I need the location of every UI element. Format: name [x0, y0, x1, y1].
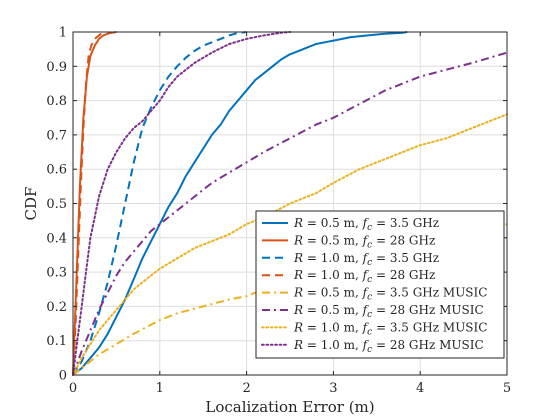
legend-box [255, 210, 505, 359]
series-line-6 [72, 51, 508, 376]
y-tick-label: 1 [59, 26, 67, 41]
axis-ticks: 0 1 2 3 4 5 0 0.1 0.2 0.3 0.4 0.5 0.6 0.7 0.8 0.9 1 [46, 26, 511, 397]
y-tick-label: 0 [59, 369, 67, 384]
legend-label-4: R = 1.0 m, fc = 28 GHz [293, 268, 435, 285]
legend-label-8: R = 1.0 m, fc = 28 GHz MUSIC [293, 338, 484, 355]
legend-label-5: R = 0.5 m, fc = 3.5 GHz MUSIC [293, 286, 487, 303]
y-tick-label: 0.4 [46, 231, 67, 246]
y-tick-label: 0.9 [46, 60, 67, 75]
legend-label-2: R = 0.5 m, fc = 28 GHz [293, 233, 435, 250]
x-tick-label: 4 [416, 381, 424, 396]
x-tick-label: 1 [156, 381, 164, 396]
y-tick-label: 0.8 [46, 94, 67, 109]
y-tick-label: 0.1 [46, 334, 67, 349]
series-line-7 [72, 113, 508, 376]
legend-label-6: R = 0.5 m, fc = 28 GHz MUSIC [293, 303, 484, 320]
y-tick-label: 0.7 [46, 128, 67, 143]
y-tick-label: 0.6 [46, 163, 67, 178]
legend-label-3: R = 1.0 m, fc = 3.5 GHz [293, 251, 439, 268]
x-tick-label: 5 [503, 381, 511, 396]
series-line-4 [72, 31, 105, 376]
y-axis-label: CDF [22, 187, 40, 221]
x-tick-label: 2 [242, 381, 250, 396]
y-tick-label: 0.5 [46, 197, 67, 212]
x-tick-label: 3 [329, 381, 337, 396]
series-line-8 [72, 31, 291, 376]
legend-label-7: R = 1.0 m, fc = 3.5 GHz MUSIC [293, 320, 487, 337]
y-tick-label: 0.2 [46, 300, 67, 315]
x-tick-label: 0 [69, 381, 77, 396]
x-axis-label: Localization Error (m) [205, 398, 374, 416]
legend-label-1: R = 0.5 m, fc = 3.5 GHz [293, 216, 439, 233]
y-tick-label: 0.3 [46, 266, 67, 281]
